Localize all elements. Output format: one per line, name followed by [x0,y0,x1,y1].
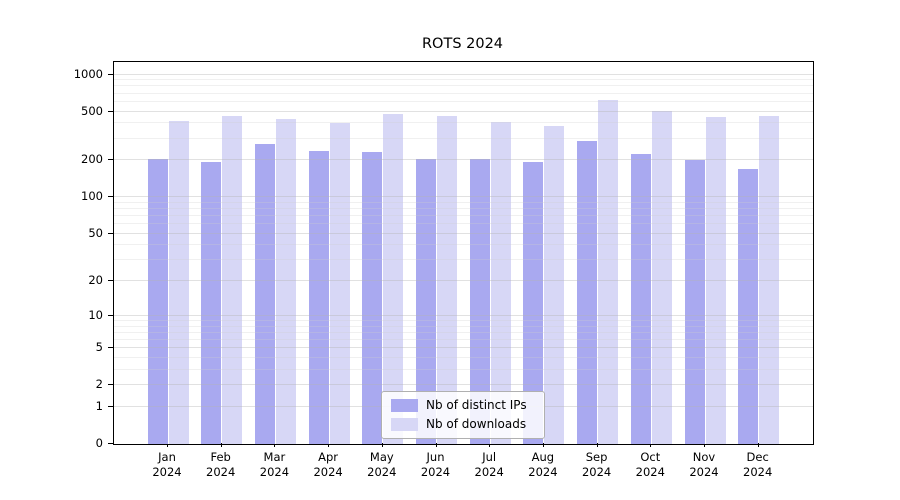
legend-label-distinct-ips: Nb of distinct IPs [426,398,527,412]
x-axis-tick [704,443,705,447]
bar-downloads [168,120,189,444]
legend-item-distinct-ips: Nb of distinct IPs [391,398,533,412]
x-axis-tick [489,443,491,447]
x-axis-tick [435,443,437,447]
bar-downloads [275,118,296,444]
x-axis-label: Mar 2024 [259,450,290,479]
bar-downloads [598,99,619,444]
bar-distinct-ips [630,154,651,444]
x-axis-label: Oct 2024 [635,450,665,479]
x-axis-label: Jun 2024 [420,450,451,479]
bar-distinct-ips [416,159,436,444]
x-axis-tick [650,443,652,447]
bar-downloads [544,125,565,444]
plot-area: Nb of distinct IPs Nb of downloads [113,61,814,445]
bar-distinct-ips [738,169,759,444]
bar-distinct-ips [577,140,598,444]
x-axis-label: Dec 2024 [743,450,773,479]
x-axis-tick [542,443,544,447]
gridline [114,92,813,94]
y-axis-tick [108,110,113,112]
bar-distinct-ips [308,150,329,444]
legend-swatch-distinct-ips [391,398,418,412]
x-axis-tick [220,443,222,447]
bar-downloads [329,122,350,444]
x-axis-tick [381,443,383,447]
legend-label-downloads: Nb of downloads [426,417,527,431]
legend-swatch-downloads [391,417,418,431]
gridline [114,110,813,112]
y-axis-tick-label: 500 [81,103,103,118]
bar-distinct-ips [469,159,490,444]
x-axis-tick [596,443,598,447]
y-axis-tick [108,159,113,161]
y-axis-tick [108,232,113,234]
y-axis-tick-label: 100 [81,189,103,204]
bar-downloads [759,116,780,444]
x-axis-label: Sep 2024 [581,450,612,479]
y-axis-tick-label: 10 [88,307,103,322]
bar-distinct-ips [254,144,275,444]
x-axis-label: Jul 2024 [474,450,504,479]
x-axis-tick [757,443,759,447]
y-axis-tick [108,314,113,316]
legend-item-downloads: Nb of downloads [391,417,533,431]
bar-downloads [705,116,726,444]
y-axis-tick-label: 20 [88,273,103,288]
x-axis-tick [274,443,276,447]
x-axis-label: May 2024 [367,450,397,479]
bar-downloads [222,116,243,444]
x-axis-label: Jan 2024 [152,450,182,479]
y-axis-tick [108,405,113,407]
y-axis-tick-label: 5 [95,340,103,355]
gridline [114,100,813,102]
y-axis-tick-label: 50 [88,225,103,240]
y-axis-tick-label: 1 [95,398,103,413]
x-axis-tick [167,443,168,447]
y-axis-tick [108,384,113,386]
x-axis-label: Apr 2024 [313,450,343,479]
bar-distinct-ips [523,161,544,444]
gridline [114,85,813,87]
y-axis-tick [108,280,113,282]
legend: Nb of distinct IPs Nb of downloads [381,391,545,439]
y-axis-tick-label: 1000 [73,66,103,81]
chart-title: ROTS 2024 [421,36,504,52]
bar-distinct-ips [201,161,222,444]
bar-downloads [490,122,511,444]
x-axis-tick [328,443,330,447]
gridline [114,79,813,81]
x-axis-label: Nov 2024 [689,450,719,479]
x-axis-label: Aug 2024 [528,450,558,479]
gridline [114,73,813,75]
y-axis-tick-label: 0 [95,436,103,450]
y-axis-tick-label: 2 [95,377,103,392]
y-axis-tick [108,196,113,198]
y-axis-tick [108,347,113,349]
bar-distinct-ips [362,151,383,444]
bar-downloads [651,111,672,444]
bar-distinct-ips [684,160,705,444]
y-axis-tick [108,443,113,444]
y-axis-tick-label: 200 [81,152,103,167]
bar-downloads [383,114,404,444]
y-axis-tick [108,73,113,75]
bar-downloads [437,116,457,444]
x-axis-label: Feb 2024 [206,450,236,479]
bar-distinct-ips [147,159,168,444]
